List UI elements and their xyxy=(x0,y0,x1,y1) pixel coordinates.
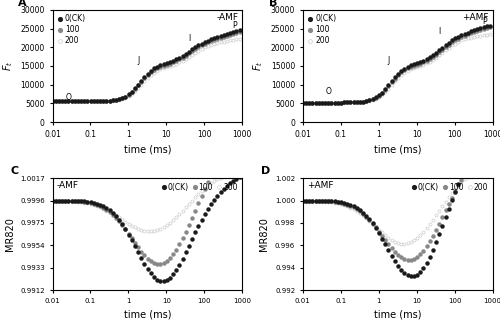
Text: J: J xyxy=(137,56,140,65)
X-axis label: time (ms): time (ms) xyxy=(374,310,422,319)
Legend: 0(CK), 100, 200: 0(CK), 100, 200 xyxy=(160,182,238,193)
X-axis label: time (ms): time (ms) xyxy=(124,144,171,154)
Text: I: I xyxy=(188,33,190,43)
X-axis label: time (ms): time (ms) xyxy=(124,310,171,319)
Y-axis label: $F_t$: $F_t$ xyxy=(252,61,266,71)
Legend: 0(CK), 100, 200: 0(CK), 100, 200 xyxy=(306,14,337,46)
Legend: 0(CK), 100, 200: 0(CK), 100, 200 xyxy=(56,14,86,46)
Text: J: J xyxy=(388,56,390,65)
X-axis label: time (ms): time (ms) xyxy=(374,144,422,154)
Text: +AMF: +AMF xyxy=(306,181,333,191)
Text: -AMF: -AMF xyxy=(216,13,238,22)
Y-axis label: MR820: MR820 xyxy=(4,217,15,251)
Y-axis label: MR820: MR820 xyxy=(260,217,270,251)
Text: P: P xyxy=(482,17,488,26)
Text: +AMF: +AMF xyxy=(462,13,488,22)
Text: I: I xyxy=(438,27,441,36)
Legend: 0(CK), 100, 200: 0(CK), 100, 200 xyxy=(411,182,488,193)
Text: O: O xyxy=(66,93,71,102)
Text: A: A xyxy=(18,0,27,8)
Y-axis label: $F_t$: $F_t$ xyxy=(1,61,15,71)
Text: P: P xyxy=(232,21,237,30)
Text: -AMF: -AMF xyxy=(56,181,78,191)
Text: D: D xyxy=(261,166,270,176)
Text: O: O xyxy=(326,87,332,96)
Text: B: B xyxy=(268,0,277,8)
Text: C: C xyxy=(11,166,19,176)
